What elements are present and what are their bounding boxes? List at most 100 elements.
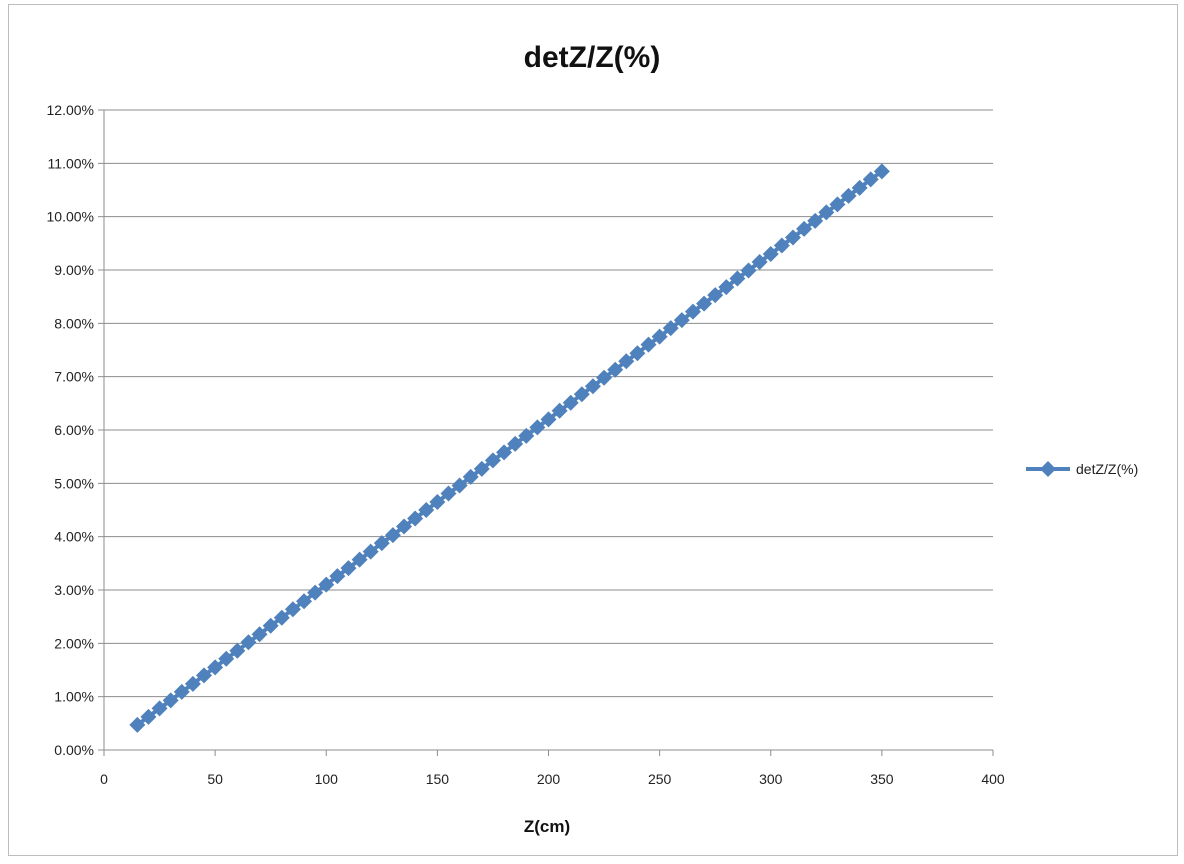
x-axis-tick-labels: 0 50 100 150 200 250 300 350 400: [100, 750, 1005, 787]
data-point-marker: [862, 171, 879, 188]
data-point-marker: [718, 279, 735, 296]
data-point-marker: [129, 716, 146, 733]
chart-title: detZ/Z(%): [524, 41, 661, 74]
data-point-marker: [318, 576, 335, 593]
y-tick-label: 2.00%: [54, 635, 94, 651]
data-point-marker: [451, 477, 468, 494]
x-axis-title: Z(cm): [524, 817, 570, 836]
data-point-marker: [184, 675, 201, 692]
x-tick-label: 50: [207, 771, 223, 787]
data-point-marker: [307, 584, 324, 601]
legend-diamond-marker-icon: [1040, 461, 1056, 477]
legend-label: detZ/Z(%): [1076, 461, 1138, 477]
data-point-marker: [407, 510, 424, 527]
data-point-marker: [529, 419, 546, 436]
y-axis-tick-labels: 0.00% 1.00% 2.00% 3.00% 4.00% 5.00% 6.00% 7.00%…: [47, 102, 104, 758]
data-point-marker: [518, 427, 535, 444]
x-tick-label: 200: [537, 771, 561, 787]
data-point-marker: [396, 518, 413, 535]
data-point-marker: [796, 220, 813, 237]
data-point-marker: [284, 601, 301, 618]
data-point-marker: [218, 650, 235, 667]
data-point-marker: [662, 320, 679, 337]
data-point-marker: [851, 179, 868, 196]
data-point-marker: [818, 204, 835, 221]
data-point-marker: [273, 609, 290, 626]
data-point-marker: [262, 617, 279, 634]
data-point-marker: [340, 560, 357, 577]
y-tick-label: 3.00%: [54, 582, 94, 598]
data-point-marker: [740, 262, 757, 279]
data-point-marker: [562, 394, 579, 411]
data-point-marker: [151, 700, 168, 717]
data-point-marker: [140, 708, 157, 725]
data-point-marker: [829, 196, 846, 213]
y-tick-label: 7.00%: [54, 369, 94, 385]
x-tick-label: 0: [100, 771, 108, 787]
y-tick-label: 9.00%: [54, 262, 94, 278]
data-point-marker: [596, 369, 613, 386]
x-tick-label: 150: [426, 771, 450, 787]
plot-series: [129, 163, 890, 733]
data-point-marker: [162, 692, 179, 709]
data-point-marker: [629, 345, 646, 362]
data-point-marker: [240, 634, 257, 651]
data-point-marker: [551, 402, 568, 419]
data-point-marker: [773, 237, 790, 254]
x-tick-label: 100: [315, 771, 339, 787]
data-point-marker: [751, 254, 768, 270]
data-point-marker: [196, 667, 213, 684]
data-point-marker: [173, 683, 190, 700]
y-tick-label: 5.00%: [54, 475, 94, 491]
data-point-marker: [840, 187, 857, 204]
data-point-marker: [651, 328, 668, 345]
x-tick-label: 300: [759, 771, 783, 787]
data-point-marker: [707, 287, 724, 304]
y-tick-label: 11.00%: [48, 155, 94, 171]
data-point-marker: [673, 312, 690, 329]
data-point-marker: [684, 303, 701, 320]
data-point-marker: [351, 551, 368, 568]
y-tick-label: 4.00%: [54, 529, 94, 545]
data-point-marker: [418, 502, 435, 518]
y-tick-label: 8.00%: [54, 315, 94, 331]
data-point-marker: [607, 361, 624, 378]
x-tick-label: 350: [870, 771, 894, 787]
data-point-marker: [729, 270, 746, 287]
data-point-marker: [640, 336, 657, 353]
data-point-marker: [296, 593, 313, 610]
y-tick-label: 0.00%: [54, 742, 94, 758]
data-point-marker: [462, 468, 479, 485]
data-point-marker: [573, 386, 590, 403]
data-point-marker: [473, 460, 490, 477]
data-point-marker: [496, 444, 513, 461]
data-point-marker: [484, 452, 501, 469]
data-point-marker: [784, 229, 801, 246]
y-tick-label: 12.00%: [47, 102, 94, 118]
gridlines: [104, 109, 993, 698]
legend: detZ/Z(%): [1026, 461, 1138, 477]
data-point-marker: [584, 378, 601, 395]
data-point-marker: [807, 212, 824, 229]
data-point-marker: [362, 543, 379, 560]
data-point-marker: [373, 535, 390, 552]
data-point-marker: [507, 435, 524, 452]
data-point-marker: [229, 642, 246, 659]
y-tick-label: 1.00%: [54, 689, 94, 705]
x-tick-label: 400: [981, 771, 1005, 787]
data-point-marker: [540, 411, 557, 428]
data-point-marker: [207, 659, 224, 676]
data-point-marker: [873, 163, 890, 180]
data-point-marker: [440, 485, 457, 502]
y-tick-label: 10.00%: [47, 209, 94, 225]
data-point-marker: [429, 494, 446, 510]
data-point-marker: [384, 527, 401, 544]
data-point-marker: [696, 295, 713, 312]
x-tick-label: 250: [648, 771, 672, 787]
y-tick-label: 6.00%: [54, 422, 94, 438]
data-point-marker: [329, 568, 346, 585]
data-point-marker: [251, 626, 268, 643]
data-point-marker: [762, 246, 779, 262]
data-point-marker: [618, 353, 635, 370]
